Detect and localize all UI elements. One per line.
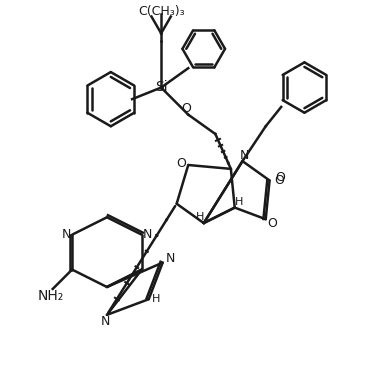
Text: O: O [176, 156, 186, 170]
Text: NH₂: NH₂ [38, 289, 64, 303]
Text: O: O [274, 174, 284, 187]
Text: N: N [240, 149, 249, 162]
Text: H: H [234, 197, 243, 207]
Text: C(CH₃)₃: C(CH₃)₃ [138, 5, 185, 18]
Text: O: O [181, 102, 191, 115]
Text: O: O [268, 217, 278, 230]
Text: Si: Si [155, 80, 167, 94]
Text: N: N [166, 252, 175, 265]
Text: N: N [143, 228, 152, 241]
Text: O: O [276, 171, 285, 184]
Text: H: H [196, 212, 204, 222]
Text: H: H [152, 294, 161, 304]
Text: N: N [62, 228, 71, 241]
Text: N: N [100, 315, 110, 328]
